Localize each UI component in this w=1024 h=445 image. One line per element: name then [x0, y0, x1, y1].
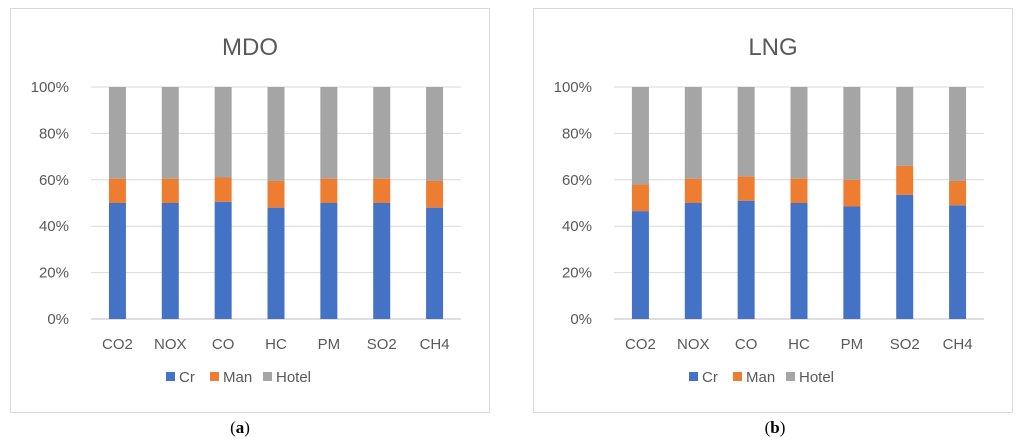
y-tick-label: 60%	[39, 172, 69, 189]
y-tick-label: 40%	[39, 218, 69, 235]
bar-hotel-hc	[267, 87, 285, 181]
bar-hotel-pm	[320, 87, 338, 179]
y-tick-label: 0%	[570, 311, 592, 328]
legend-label-man: Man	[746, 369, 775, 386]
chart-title-lng: LNG	[748, 34, 797, 61]
legend-label-cr: Cr	[702, 369, 718, 386]
x-tick-label-pm: PM	[318, 336, 341, 353]
legend-swatch-hotel	[786, 372, 795, 381]
legend-swatch-man	[210, 372, 219, 381]
chart-panel-mdo: MDO 0% 20% 40% 60% 80% 100% CO2 NOX CO HC PM SO2 CH4 C…	[10, 8, 490, 413]
y-tick-label: 20%	[562, 265, 592, 282]
legend-label-man: Man	[223, 369, 252, 386]
bar-cr-nox	[684, 203, 702, 319]
bar-man-so2	[373, 178, 391, 203]
bar-cr-hc	[267, 207, 285, 319]
bar-hotel-co2	[631, 87, 649, 185]
y-tick-label: 100%	[554, 79, 592, 96]
bar-hotel-nox	[161, 87, 179, 179]
bar-cr-hc	[790, 203, 808, 319]
bar-cr-so2	[373, 203, 391, 319]
bar-cr-co	[737, 200, 755, 319]
bar-man-so2	[896, 165, 914, 195]
bar-cr-co2	[631, 211, 649, 319]
chart-mdo: MDO 0% 20% 40% 60% 80% 100% CO2 NOX CO HC PM SO2 CH4 C…	[31, 34, 461, 386]
legend-label-hotel: Hotel	[276, 369, 311, 386]
bar-cr-ch4	[426, 207, 444, 319]
chart-lng: LNG 0% 20% 40% 60% 80% 100% CO2 NOX CO HC PM SO2 CH4 C…	[554, 34, 984, 386]
caption-b: (b)	[764, 418, 786, 437]
bar-man-co2	[108, 178, 126, 203]
chart-panel-lng: LNG 0% 20% 40% 60% 80% 100% CO2 NOX CO HC PM SO2 CH4 C…	[533, 8, 1013, 413]
bar-hotel-ch4	[949, 87, 967, 181]
bar-cr-pm	[320, 203, 338, 319]
y-tick-label: 80%	[562, 125, 592, 142]
bar-man-nox	[161, 178, 179, 203]
bar-hotel-so2	[373, 87, 391, 179]
x-tick-label-ch4: CH4	[943, 336, 973, 353]
y-tick-label: 60%	[562, 172, 592, 189]
y-tick-label: 80%	[39, 125, 69, 142]
bar-cr-pm	[843, 206, 861, 319]
bar-hotel-so2	[896, 87, 914, 166]
bar-hotel-co2	[108, 87, 126, 179]
legend-swatch-hotel	[263, 372, 272, 381]
bar-man-ch4	[426, 180, 444, 208]
x-tick-label-so2: SO2	[890, 336, 920, 353]
bar-hotel-hc	[790, 87, 808, 179]
x-tick-label-pm: PM	[841, 336, 864, 353]
bar-man-co2	[631, 184, 649, 212]
bar-hotel-co	[214, 87, 232, 178]
caption-a: (a)	[230, 418, 250, 437]
x-tick-label-ch4: CH4	[420, 336, 450, 353]
y-tick-label: 100%	[31, 79, 69, 96]
bar-man-nox	[684, 178, 702, 203]
bar-hotel-ch4	[426, 87, 444, 181]
x-tick-label-co: CO	[735, 336, 758, 353]
legend-swatch-man	[733, 372, 742, 381]
bar-hotel-nox	[684, 87, 702, 179]
legend-label-cr: Cr	[179, 369, 195, 386]
y-tick-label: 0%	[47, 311, 69, 328]
legend-swatch-cr	[689, 372, 698, 381]
bar-man-pm	[320, 178, 338, 203]
chart-title-mdo: MDO	[222, 34, 278, 61]
bar-cr-co	[214, 201, 232, 319]
x-tick-label-hc: HC	[265, 336, 287, 353]
x-tick-label-co2: CO2	[102, 336, 133, 353]
legend-swatch-cr	[166, 372, 175, 381]
x-tick-label-nox: NOX	[677, 336, 710, 353]
x-tick-label-hc: HC	[788, 336, 810, 353]
bar-man-co	[214, 177, 232, 202]
legend-label-hotel: Hotel	[799, 369, 834, 386]
bar-man-hc	[790, 178, 808, 203]
bar-hotel-pm	[843, 87, 861, 180]
bar-hotel-co	[737, 87, 755, 177]
bar-man-pm	[843, 179, 861, 207]
bar-man-hc	[267, 180, 285, 208]
y-tick-label: 40%	[562, 218, 592, 235]
x-tick-label-co2: CO2	[625, 336, 656, 353]
bar-cr-nox	[161, 203, 179, 319]
bar-cr-so2	[896, 194, 914, 319]
x-tick-label-nox: NOX	[154, 336, 187, 353]
x-tick-label-co: CO	[212, 336, 235, 353]
x-tick-label-so2: SO2	[367, 336, 397, 353]
bar-man-ch4	[949, 180, 967, 206]
bar-man-co	[737, 176, 755, 201]
bar-cr-ch4	[949, 205, 967, 319]
bar-cr-co2	[108, 203, 126, 319]
y-tick-label: 20%	[39, 265, 69, 282]
